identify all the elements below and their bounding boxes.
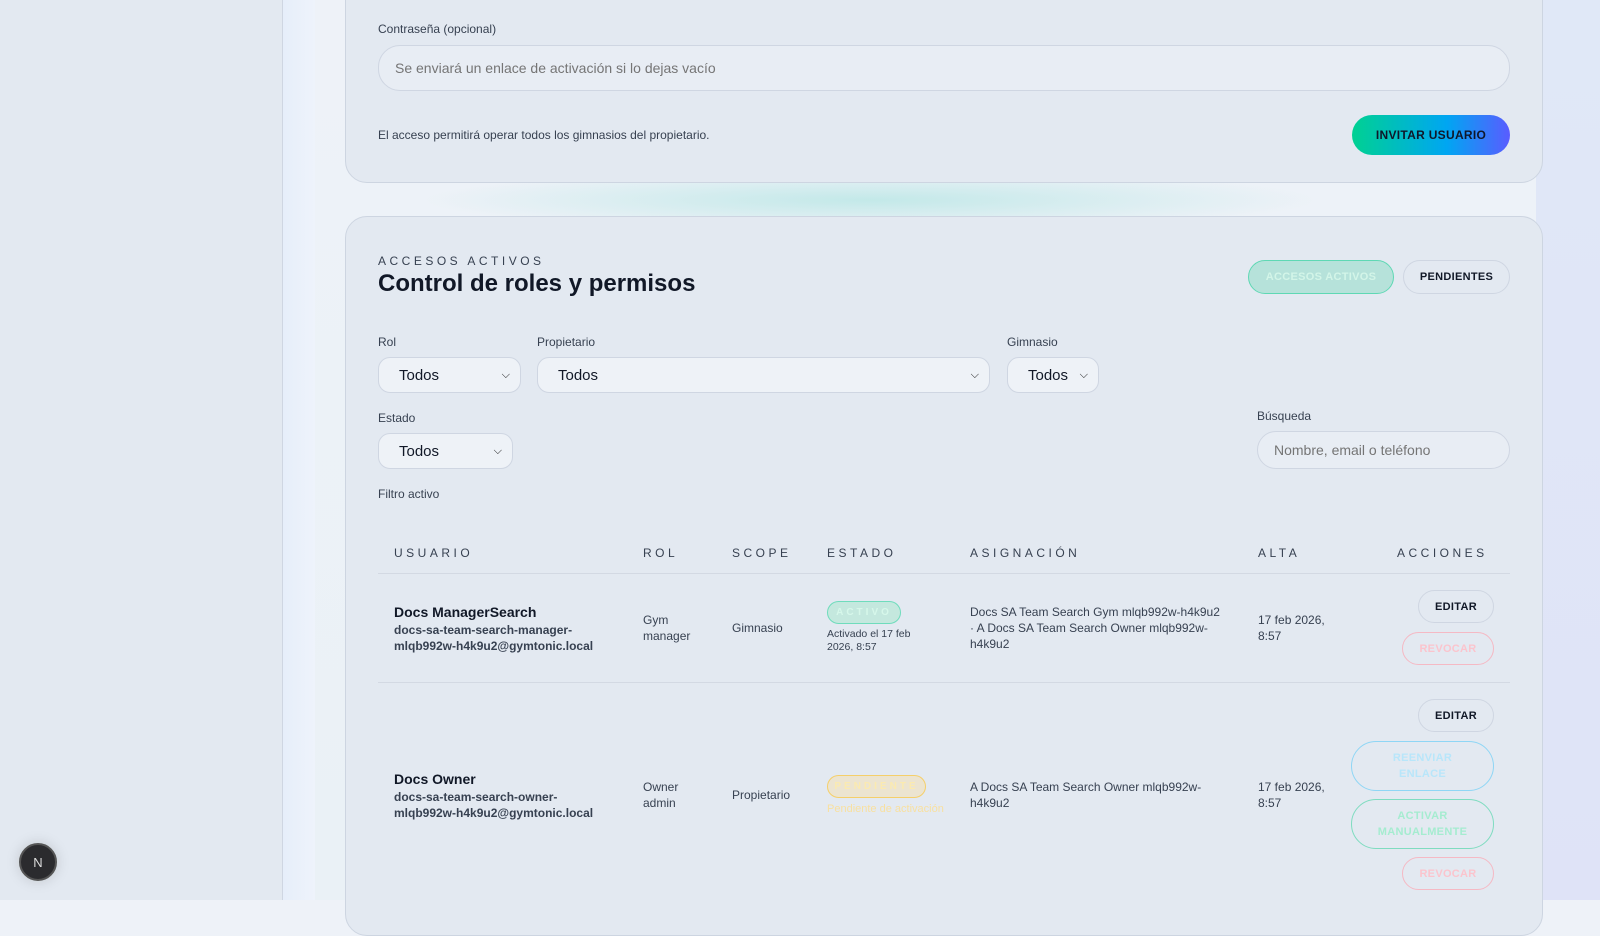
created-date: 17 feb 2026, 8:57	[1258, 613, 1325, 643]
assignment: A Docs SA Team Search Owner mlqb992w-h4k…	[970, 780, 1202, 810]
status-badge: PENDIENTE	[827, 775, 926, 798]
user-scope: Gimnasio	[732, 621, 783, 635]
role-select-value: Todos	[399, 366, 440, 384]
gym-select-value: Todos	[1028, 366, 1069, 384]
right-edge	[1536, 0, 1600, 900]
invite-note: El acceso permitirá operar todos los gim…	[378, 128, 710, 142]
col-rol: ROL	[643, 546, 679, 560]
chevron-down-icon: ⌵	[493, 444, 502, 457]
password-input[interactable]	[378, 45, 1510, 91]
role-filter-label: Rol	[378, 335, 397, 349]
fab-label: N	[33, 854, 43, 870]
role-select[interactable]: Todos ⌵	[378, 357, 521, 393]
owner-select-value: Todos	[558, 366, 599, 384]
password-label: Contraseña (opcional)	[378, 22, 497, 36]
user-email: docs-sa-team-search-owner-mlqb992w-h4k9u…	[394, 790, 594, 820]
owner-filter-label: Propietario	[537, 335, 596, 349]
tab-pending[interactable]: PENDIENTES	[1403, 260, 1510, 294]
gym-filter-label: Gimnasio	[1007, 335, 1058, 349]
eyebrow: ACCESOS ACTIVOS	[378, 254, 545, 268]
col-alta: ALTA	[1258, 546, 1301, 560]
user-scope: Propietario	[732, 788, 791, 802]
owner-select[interactable]: Todos ⌵	[537, 357, 990, 393]
user-name: Docs ManagerSearch	[394, 604, 537, 620]
invite-card	[345, 0, 1543, 183]
resend-link-button[interactable]: REENVIAR ENLACE	[1351, 741, 1494, 791]
search-input[interactable]	[1257, 431, 1510, 469]
gym-select[interactable]: Todos ⌵	[1007, 357, 1099, 393]
col-scope: SCOPE	[732, 546, 792, 560]
status-badge: ACTIVO	[827, 601, 901, 624]
status-note: Activado el 17 feb 2026, 8:57	[827, 628, 911, 653]
tab-active-access[interactable]: ACCESOS ACTIVOS	[1248, 260, 1394, 294]
assignment: Docs SA Team Search Gym mlqb992w-h4k9u2 …	[970, 605, 1220, 651]
access-card	[345, 216, 1543, 936]
divider	[378, 682, 1510, 683]
next-logo-icon[interactable]: N	[19, 843, 57, 881]
chevron-down-icon: ⌵	[970, 368, 979, 381]
activate-manually-button[interactable]: ACTIVAR MANUALMENTE	[1351, 799, 1494, 849]
status-select-value: Todos	[399, 442, 440, 460]
user-role: Gym manager	[643, 613, 691, 643]
revoke-button[interactable]: REVOCAR	[1402, 857, 1494, 890]
page-title: Control de roles y permisos	[378, 270, 696, 297]
chevron-down-icon: ⌵	[501, 368, 510, 381]
col-usuario: USUARIO	[394, 546, 474, 560]
active-filter-label: Filtro activo	[378, 487, 440, 501]
col-asignacion: ASIGNACIÓN	[970, 546, 1081, 560]
revoke-button[interactable]: REVOCAR	[1402, 632, 1494, 665]
sidebar-divider	[283, 0, 315, 900]
left-panel	[0, 0, 283, 900]
created-date: 17 feb 2026, 8:57	[1258, 780, 1325, 810]
invite-user-button[interactable]: INVITAR USUARIO	[1352, 115, 1510, 155]
edit-button[interactable]: EDITAR	[1418, 699, 1494, 732]
user-email: docs-sa-team-search-manager-mlqb992w-h4k…	[394, 623, 594, 653]
user-name: Docs Owner	[394, 771, 476, 787]
status-note: Pendiente de activación	[827, 803, 944, 815]
col-estado: ESTADO	[827, 546, 897, 560]
user-role: Owner admin	[643, 780, 679, 810]
col-acciones: ACCIONES	[1397, 546, 1488, 560]
status-select[interactable]: Todos ⌵	[378, 433, 513, 469]
divider	[378, 573, 1510, 574]
edit-button[interactable]: EDITAR	[1418, 590, 1494, 623]
status-filter-label: Estado	[378, 411, 416, 425]
search-label: Búsqueda	[1257, 409, 1312, 423]
chevron-down-icon: ⌵	[1079, 368, 1088, 381]
